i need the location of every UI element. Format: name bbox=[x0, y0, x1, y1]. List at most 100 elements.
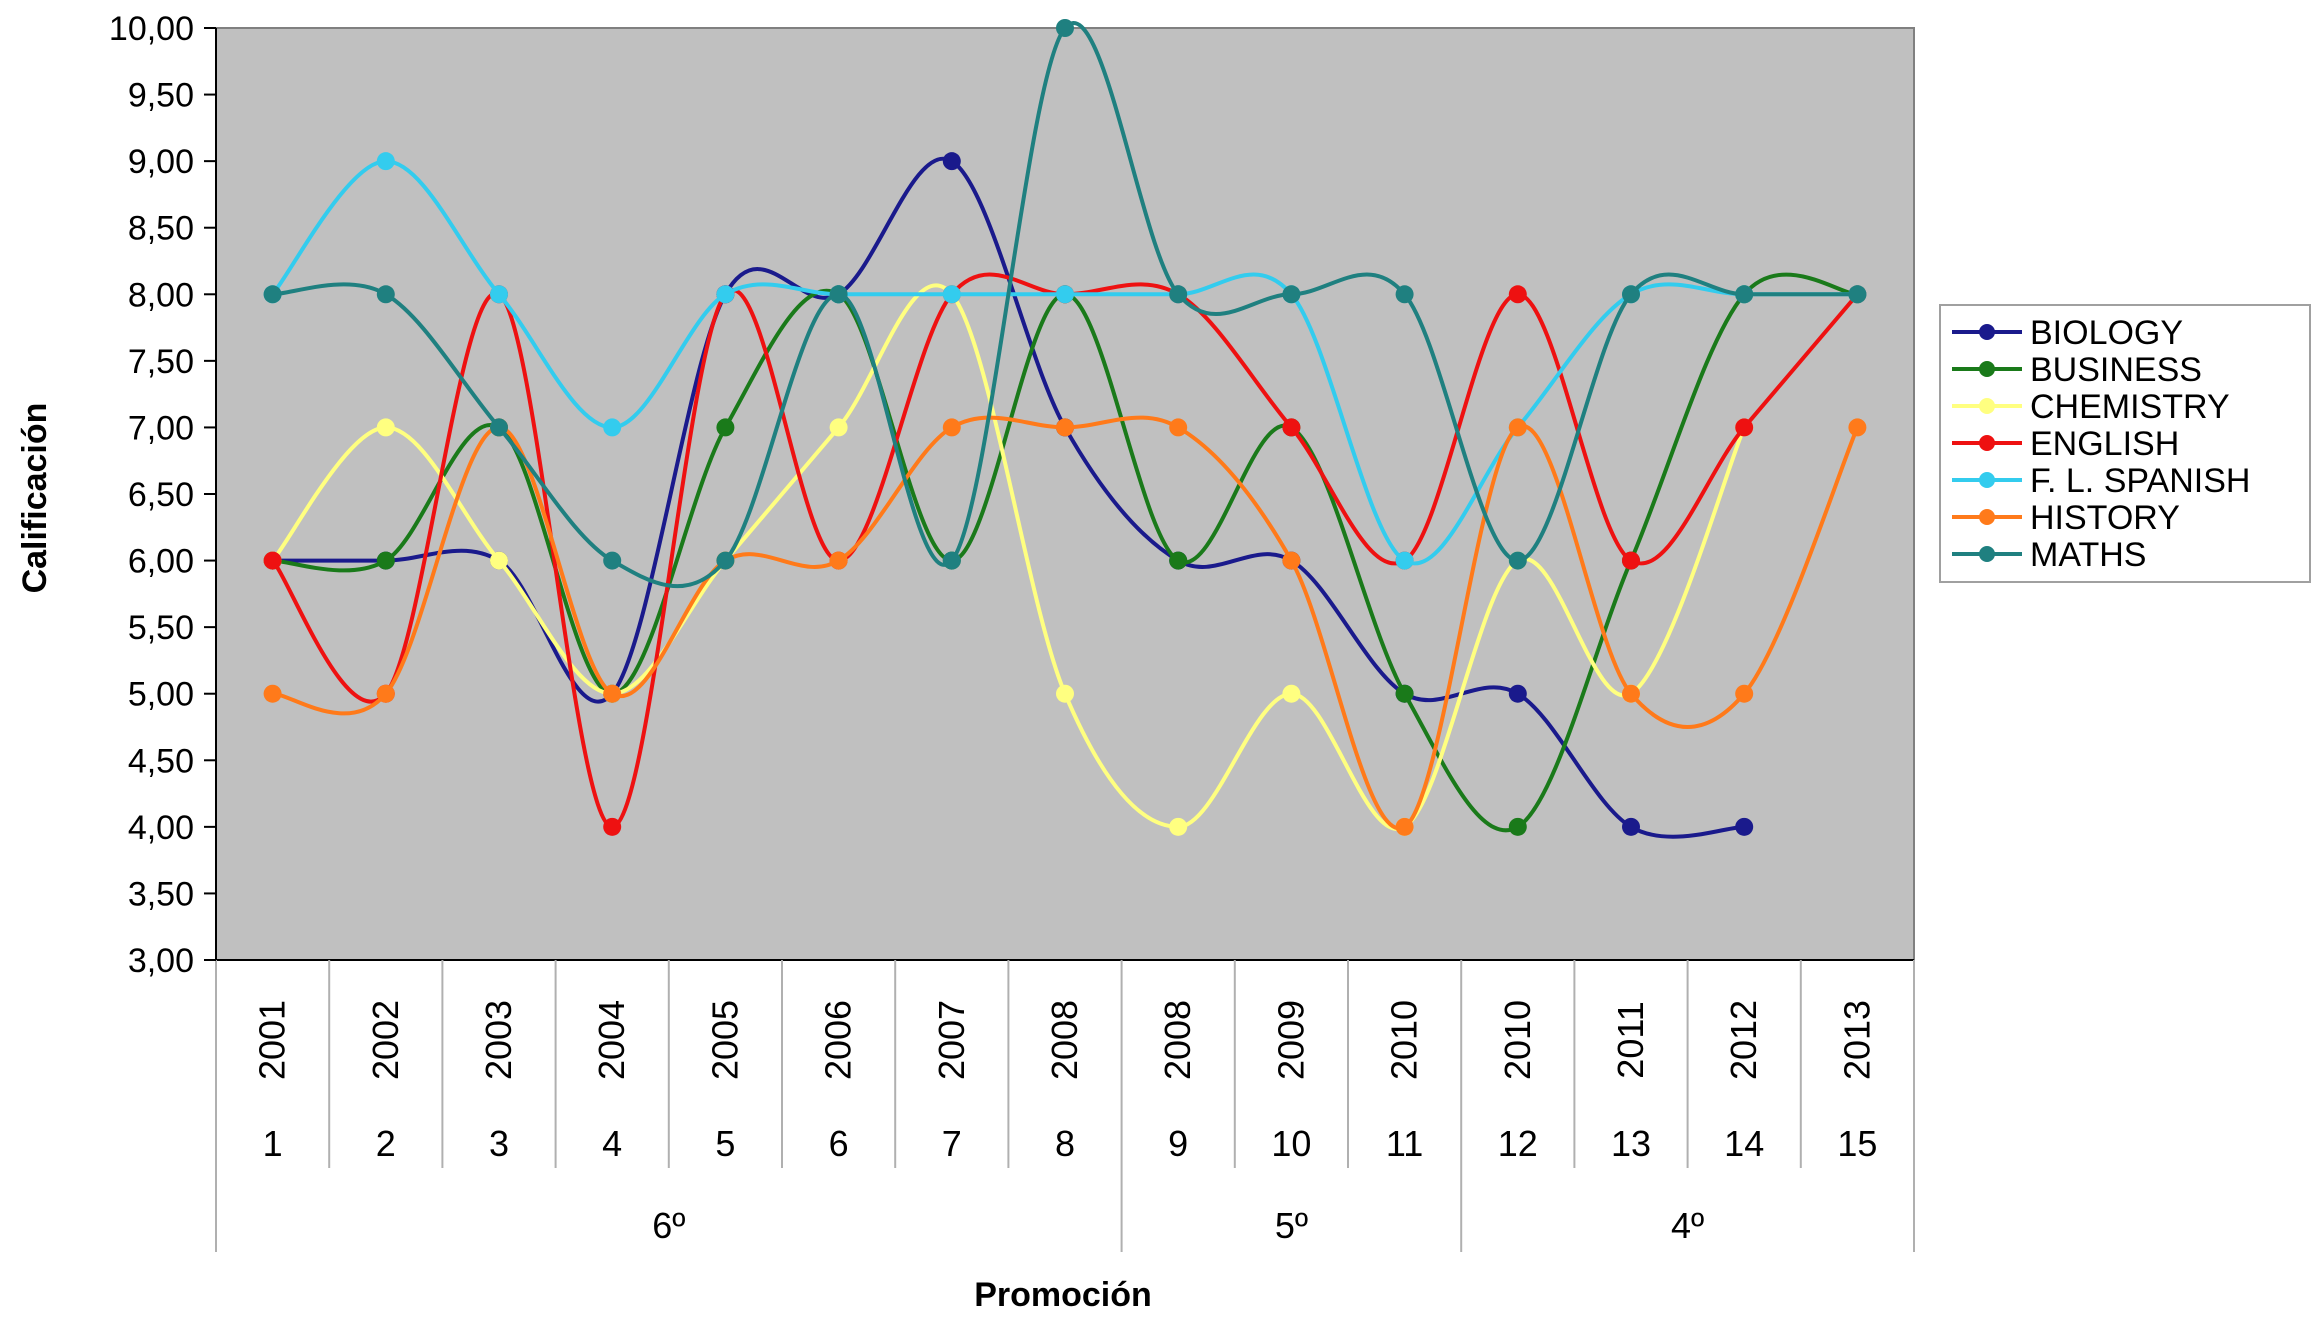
data-point-english bbox=[1282, 418, 1301, 437]
data-point-history bbox=[376, 684, 395, 703]
data-point-history bbox=[1735, 684, 1754, 703]
x-year-label: 2005 bbox=[704, 1000, 745, 1080]
legend-marker-english bbox=[1979, 435, 1995, 451]
data-point-biology bbox=[1735, 817, 1754, 836]
x-tick-label: 5 bbox=[715, 1123, 735, 1164]
x-year-label: 2011 bbox=[1610, 1001, 1651, 1078]
x-year-label: 2001 bbox=[252, 1000, 293, 1080]
legend-marker-biology bbox=[1979, 324, 1995, 340]
data-point-maths bbox=[490, 418, 508, 437]
data-point-maths bbox=[263, 285, 282, 304]
legend-label-maths: MATHS bbox=[2030, 536, 2146, 574]
data-point-english bbox=[1508, 285, 1527, 304]
data-point-f-l-spanish bbox=[603, 418, 622, 437]
y-tick-label: 3,50 bbox=[128, 875, 194, 913]
data-point-history bbox=[1282, 551, 1301, 570]
data-point-maths bbox=[716, 551, 735, 570]
y-tick-label: 9,50 bbox=[128, 77, 194, 115]
series-layer bbox=[263, 19, 1867, 839]
legend-label-business: BUSINESS bbox=[2030, 351, 2202, 389]
data-point-maths bbox=[1169, 285, 1188, 304]
data-point-history bbox=[1622, 684, 1640, 703]
x-year-label: 2007 bbox=[931, 1000, 972, 1080]
series-line-maths bbox=[272, 21, 1858, 589]
plot-area bbox=[215, 27, 1915, 961]
data-point-maths bbox=[1622, 285, 1640, 304]
series-line-biology bbox=[272, 156, 1745, 839]
data-point-history bbox=[942, 418, 961, 437]
y-tick-label: 7,00 bbox=[128, 409, 194, 447]
data-point-chemistry bbox=[1169, 817, 1188, 836]
data-point-chemistry bbox=[1282, 684, 1301, 703]
x-tick-label: 11 bbox=[1386, 1123, 1423, 1164]
data-point-maths bbox=[603, 551, 622, 570]
data-point-maths bbox=[1508, 551, 1527, 570]
data-point-history bbox=[829, 551, 848, 570]
x-tick-label: 9 bbox=[1168, 1123, 1188, 1164]
x-group-label: 6º bbox=[652, 1205, 685, 1246]
series-line-history bbox=[272, 415, 1860, 831]
data-point-maths bbox=[1848, 285, 1867, 304]
x-tick-label: 2 bbox=[376, 1123, 396, 1164]
series-maths bbox=[263, 19, 1867, 589]
data-point-biology bbox=[1508, 684, 1527, 703]
x-group-label: 4º bbox=[1671, 1205, 1704, 1246]
x-year-label: 2009 bbox=[1270, 1000, 1311, 1080]
x-axis-title: Promoción bbox=[974, 1276, 1152, 1314]
data-point-history bbox=[263, 684, 282, 703]
x-tick-label: 12 bbox=[1498, 1123, 1538, 1164]
data-point-history bbox=[1169, 418, 1188, 437]
x-year-label: 2010 bbox=[1497, 1000, 1538, 1080]
y-tick-label: 4,00 bbox=[128, 809, 194, 847]
x-year-label: 2012 bbox=[1723, 1000, 1764, 1080]
data-point-business bbox=[1395, 684, 1414, 703]
x-year-label: 2010 bbox=[1384, 1000, 1425, 1080]
legend-label-english: ENGLISH bbox=[2030, 425, 2179, 463]
data-point-biology bbox=[1622, 817, 1640, 836]
data-point-chemistry bbox=[376, 418, 395, 437]
x-year-label: 2004 bbox=[591, 1000, 632, 1080]
data-point-business bbox=[1508, 817, 1527, 836]
data-point-maths bbox=[1282, 285, 1301, 304]
x-tick-label: 15 bbox=[1837, 1123, 1877, 1164]
y-tick-label: 8,00 bbox=[128, 276, 194, 314]
x-year-label: 2008 bbox=[1157, 1000, 1198, 1080]
data-point-maths bbox=[829, 285, 848, 304]
legend-label-history: HISTORY bbox=[2030, 499, 2180, 537]
y-tick-label: 6,50 bbox=[128, 476, 194, 514]
data-point-maths bbox=[376, 285, 395, 304]
data-point-history bbox=[1508, 418, 1527, 437]
data-point-maths bbox=[942, 551, 961, 570]
legend-label-biology: BIOLOGY bbox=[2030, 314, 2183, 352]
x-tick-label: 1 bbox=[263, 1123, 283, 1164]
data-point-history bbox=[603, 684, 622, 703]
data-point-history bbox=[1056, 418, 1074, 437]
y-axis: 3,00 3,50 4,00 4,50 5,00 5,50 6,00 6,50 7,00 7,50… bbox=[109, 10, 217, 980]
x-axis: 2001 2002 2003 2004 2005 2006 2007 2008 2008 2009… bbox=[215, 959, 1915, 1252]
legend-label-chemistry: CHEMISTRY bbox=[2030, 388, 2230, 426]
data-point-history bbox=[1395, 817, 1414, 836]
data-point-english bbox=[1735, 418, 1754, 437]
data-point-chemistry bbox=[829, 418, 848, 437]
x-year-label: 2013 bbox=[1836, 1000, 1877, 1080]
legend-marker-business bbox=[1979, 361, 1995, 377]
data-point-f-l-spanish bbox=[1056, 285, 1074, 304]
data-point-chemistry bbox=[490, 551, 508, 570]
data-point-english bbox=[603, 817, 622, 836]
y-tick-label: 7,50 bbox=[128, 343, 194, 381]
y-tick-label: 5,50 bbox=[128, 609, 194, 647]
y-axis-title: Calificación bbox=[16, 403, 54, 594]
y-tick-label: 4,50 bbox=[128, 742, 194, 780]
y-tick-label: 9,00 bbox=[128, 143, 194, 181]
data-point-english bbox=[263, 551, 282, 570]
x-year-label: 2008 bbox=[1044, 1000, 1085, 1080]
data-point-maths bbox=[1395, 285, 1414, 304]
y-tick-label: 8,50 bbox=[128, 210, 194, 248]
x-tick-label: 13 bbox=[1611, 1123, 1651, 1164]
data-point-english bbox=[1622, 551, 1640, 570]
legend-marker-f-l-spanish bbox=[1979, 472, 1995, 488]
legend-marker-history bbox=[1979, 509, 1995, 525]
data-point-business bbox=[1169, 551, 1188, 570]
